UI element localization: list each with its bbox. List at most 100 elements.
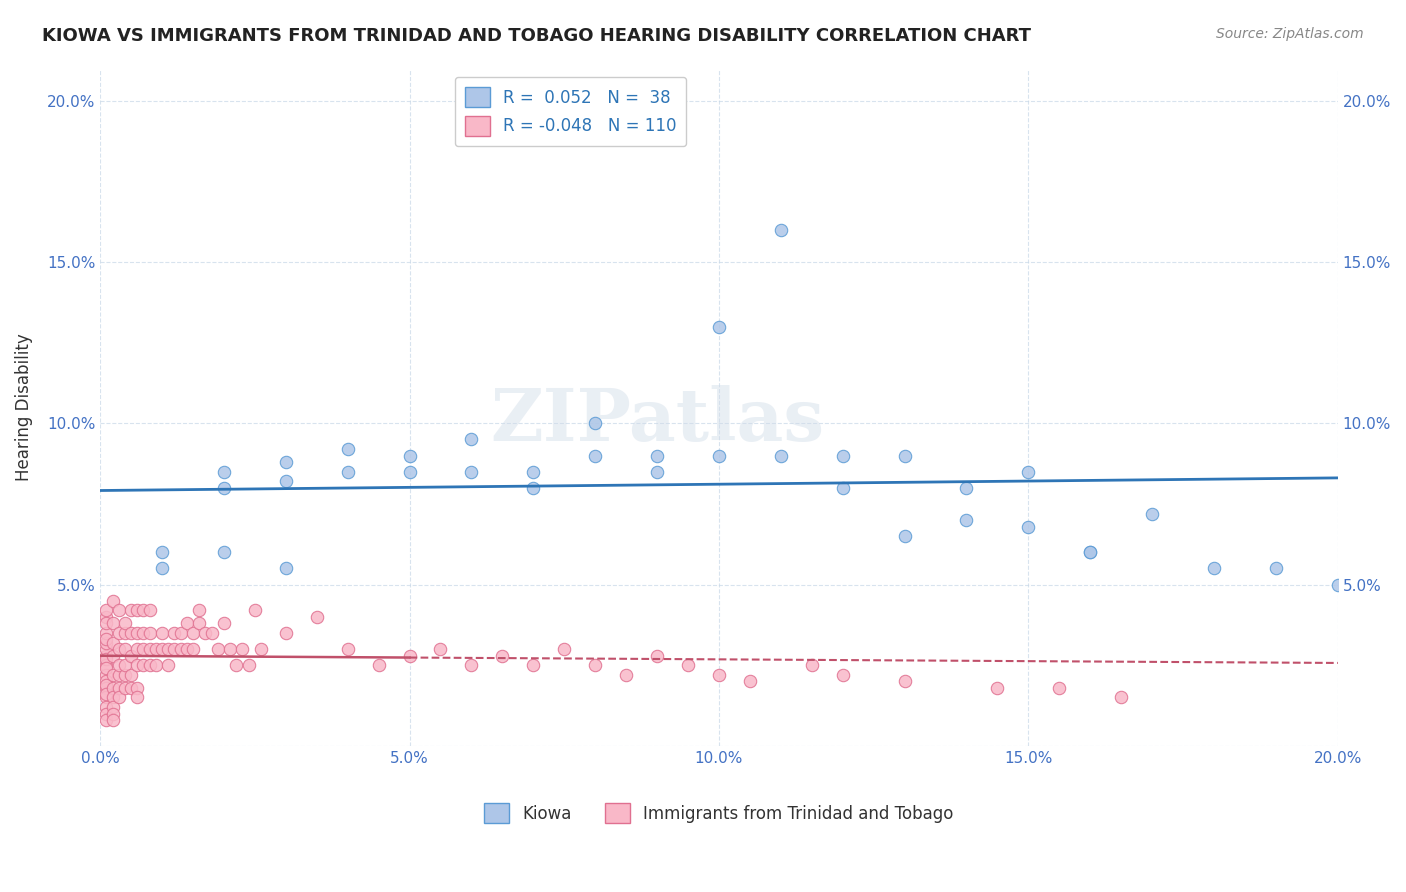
Legend: Kiowa, Immigrants from Trinidad and Tobago: Kiowa, Immigrants from Trinidad and Toba… bbox=[475, 795, 962, 832]
Point bbox=[1326, 577, 1348, 591]
Point bbox=[274, 455, 297, 469]
Point bbox=[429, 642, 451, 657]
Point bbox=[238, 658, 260, 673]
Point bbox=[145, 642, 167, 657]
Point bbox=[101, 681, 124, 695]
Point bbox=[460, 433, 482, 447]
Point bbox=[176, 616, 198, 631]
Point bbox=[132, 626, 155, 640]
Point bbox=[219, 642, 242, 657]
Point bbox=[274, 475, 297, 489]
Point bbox=[1202, 561, 1225, 575]
Point bbox=[96, 603, 118, 617]
Point bbox=[831, 481, 853, 495]
Point bbox=[138, 658, 160, 673]
Point bbox=[398, 449, 420, 463]
Point bbox=[188, 603, 211, 617]
Point bbox=[188, 616, 211, 631]
Point bbox=[132, 642, 155, 657]
Point bbox=[893, 449, 915, 463]
Point bbox=[120, 681, 142, 695]
Point bbox=[583, 417, 606, 431]
Point bbox=[212, 616, 235, 631]
Point bbox=[127, 642, 149, 657]
Point bbox=[150, 626, 173, 640]
Point bbox=[1140, 507, 1163, 521]
Point bbox=[163, 642, 186, 657]
Point bbox=[96, 616, 118, 631]
Point bbox=[114, 616, 136, 631]
Point bbox=[114, 681, 136, 695]
Point bbox=[114, 626, 136, 640]
Point bbox=[150, 561, 173, 575]
Point bbox=[120, 626, 142, 640]
Point bbox=[955, 513, 977, 527]
Point bbox=[145, 658, 167, 673]
Point bbox=[107, 668, 129, 682]
Point bbox=[250, 642, 273, 657]
Point bbox=[127, 603, 149, 617]
Point bbox=[114, 642, 136, 657]
Point bbox=[138, 626, 160, 640]
Point bbox=[305, 610, 328, 624]
Point bbox=[207, 642, 229, 657]
Point bbox=[1047, 681, 1070, 695]
Point bbox=[169, 626, 191, 640]
Point bbox=[1109, 690, 1132, 705]
Point bbox=[491, 648, 513, 663]
Point bbox=[336, 442, 359, 456]
Point bbox=[398, 648, 420, 663]
Point bbox=[157, 642, 180, 657]
Point bbox=[96, 610, 118, 624]
Point bbox=[101, 690, 124, 705]
Point bbox=[96, 648, 118, 663]
Point bbox=[645, 465, 668, 479]
Point bbox=[127, 690, 149, 705]
Point bbox=[101, 706, 124, 721]
Point bbox=[738, 674, 761, 689]
Point bbox=[150, 545, 173, 559]
Text: Source: ZipAtlas.com: Source: ZipAtlas.com bbox=[1216, 27, 1364, 41]
Point bbox=[769, 449, 792, 463]
Point bbox=[1078, 545, 1101, 559]
Point bbox=[831, 668, 853, 682]
Point bbox=[614, 668, 637, 682]
Point bbox=[769, 223, 792, 237]
Point bbox=[107, 642, 129, 657]
Point bbox=[225, 658, 247, 673]
Point bbox=[101, 700, 124, 714]
Point bbox=[231, 642, 253, 657]
Point bbox=[181, 626, 204, 640]
Point bbox=[138, 603, 160, 617]
Point bbox=[107, 603, 129, 617]
Text: ZIPatlas: ZIPatlas bbox=[491, 385, 824, 456]
Point bbox=[336, 642, 359, 657]
Point bbox=[553, 642, 575, 657]
Point bbox=[274, 561, 297, 575]
Point bbox=[194, 626, 217, 640]
Point bbox=[127, 626, 149, 640]
Point bbox=[1078, 545, 1101, 559]
Point bbox=[107, 690, 129, 705]
Point bbox=[150, 642, 173, 657]
Point bbox=[96, 677, 118, 691]
Point bbox=[986, 681, 1008, 695]
Point bbox=[176, 642, 198, 657]
Point bbox=[583, 449, 606, 463]
Point bbox=[107, 658, 129, 673]
Point bbox=[460, 465, 482, 479]
Point bbox=[367, 658, 389, 673]
Point bbox=[120, 648, 142, 663]
Point bbox=[707, 449, 730, 463]
Point bbox=[212, 465, 235, 479]
Point bbox=[96, 626, 118, 640]
Point bbox=[96, 652, 118, 666]
Point bbox=[132, 658, 155, 673]
Point bbox=[181, 642, 204, 657]
Point bbox=[96, 681, 118, 695]
Point bbox=[800, 658, 823, 673]
Point bbox=[96, 658, 118, 673]
Point bbox=[96, 713, 118, 727]
Point bbox=[101, 635, 124, 649]
Point bbox=[96, 700, 118, 714]
